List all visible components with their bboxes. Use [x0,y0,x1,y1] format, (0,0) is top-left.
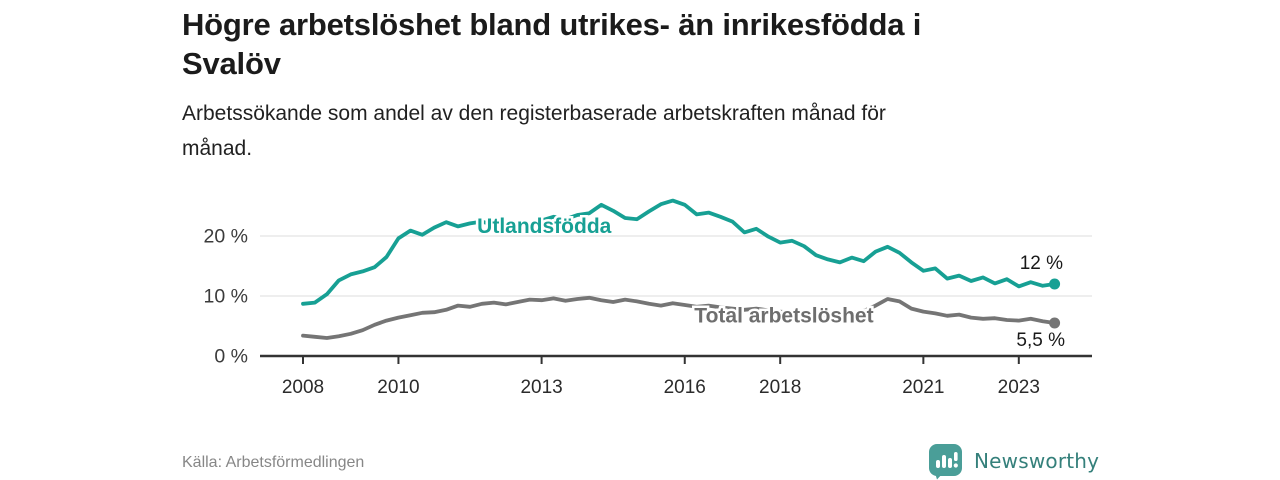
chart-subtitle: Arbetssökande som andel av den registerb… [182,96,1082,166]
x-tick-label: 2008 [282,377,324,398]
chart-subtitle-line2: månad. [182,137,253,160]
x-tick-label: 2013 [520,377,562,398]
page-title-line2: Svalöv [182,46,281,81]
y-tick-label: 0 % [214,346,248,368]
x-tick-label: 2021 [902,377,944,398]
x-tick-label: 2010 [377,377,419,398]
series-line-utlandsfödda [301,198,1057,306]
end-value-label-total: 5,5 % [1016,330,1065,351]
page-title-line1: Högre arbetslöshet bland utrikes- än inr… [182,7,922,42]
x-tick-label: 2023 [998,377,1040,398]
y-tick-label: 20 % [204,226,248,248]
series-label-utlandsfodda: Utlandsfödda [477,215,611,238]
source-attribution: Källa: Arbetsförmedlingen [182,454,365,471]
newsworthy-logo-icon [929,443,962,479]
line-chart: 20 % 10 % 0 % 2008 2010 2013 2016 2018 2021 2023 U… [204,198,1092,398]
end-value-label-utlandsfodda: 12 % [1020,253,1063,274]
series-end-dot [1049,278,1061,290]
y-tick-label: 10 % [204,286,248,308]
x-tick-label: 2016 [664,377,706,398]
series-label-total-arbetsloshet: Total arbetslöshet [694,304,873,327]
page-title: Högre arbetslöshet bland utrikes- än inr… [182,5,1102,83]
series-line-total-arbetslöshet [301,295,1057,340]
series-end-dot [1049,317,1061,329]
x-tick-label: 2018 [759,377,801,398]
chart-subtitle-line1: Arbetssökande som andel av den registerb… [182,102,886,125]
newsworthy-wordmark: Newsworthy [974,449,1100,473]
newsworthy-logo: Newsworthy [928,443,1099,479]
